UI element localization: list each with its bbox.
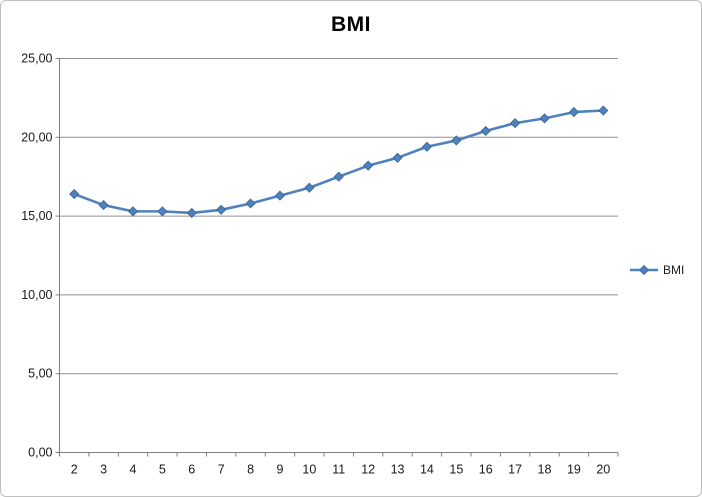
y-tick-label: 15,00 (21, 209, 52, 223)
x-tick-label: 15 (449, 463, 463, 477)
x-tick-label: 3 (100, 463, 107, 477)
x-tick-label: 2 (71, 463, 78, 477)
x-tick-label: 17 (508, 463, 522, 477)
data-point-marker (98, 200, 109, 211)
y-tick-label: 25,00 (21, 52, 52, 66)
data-point-marker (598, 105, 609, 116)
legend-label: BMI (663, 263, 685, 277)
x-tick-label: 12 (361, 463, 375, 477)
x-tick-label: 5 (159, 463, 166, 477)
x-tick-label: 7 (218, 463, 225, 477)
data-point-marker (510, 118, 521, 129)
data-point-marker (157, 206, 168, 217)
data-point-marker (127, 206, 139, 217)
data-point-marker (186, 207, 197, 219)
x-tick-label: 20 (596, 463, 610, 477)
data-point-marker (480, 125, 491, 137)
data-point-marker (304, 182, 315, 193)
data-point-marker (245, 198, 256, 209)
chart-title: BMI (331, 13, 371, 36)
x-tick-label: 11 (332, 463, 345, 477)
data-point-marker (216, 204, 227, 215)
x-tick-label: 4 (130, 463, 137, 477)
x-tick-label: 18 (538, 463, 552, 477)
y-tick-label: 0,00 (28, 446, 52, 460)
data-point-marker (539, 113, 550, 124)
x-tick-label: 6 (188, 463, 195, 477)
x-tick-label: 14 (420, 463, 434, 477)
x-tick-label: 19 (567, 463, 581, 477)
x-tick-label: 10 (302, 463, 316, 477)
x-tick-label: 9 (276, 463, 283, 477)
bmi-series-line (72, 109, 605, 215)
legend-series-marker-icon (630, 264, 658, 276)
legend: BMI (629, 263, 684, 277)
data-point-marker (568, 107, 579, 118)
data-point-marker (392, 152, 403, 163)
data-point-marker (421, 141, 432, 152)
x-tick-label: 16 (479, 463, 493, 477)
data-point-marker (451, 135, 462, 146)
y-tick-label: 10,00 (21, 288, 52, 302)
x-tick-label: 8 (247, 463, 254, 477)
data-point-marker (274, 190, 286, 201)
y-tick-label: 5,00 (28, 367, 52, 381)
data-point-marker (69, 188, 80, 200)
data-point-marker (333, 171, 344, 182)
data-point-marker (363, 160, 374, 171)
x-tick-label: 13 (391, 463, 405, 477)
y-tick-label: 20,00 (21, 130, 52, 144)
